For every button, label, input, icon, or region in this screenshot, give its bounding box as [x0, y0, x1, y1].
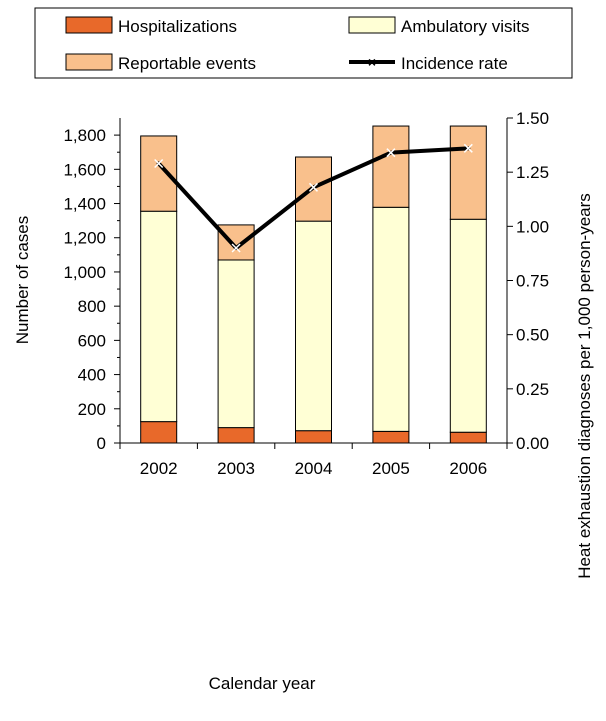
legend-marker-incidence-rate: ×	[368, 54, 376, 70]
bar-reportable-events-2005	[372, 125, 410, 208]
x-tick-label: 2003	[217, 459, 255, 478]
bar-ambulatory-visits-2002	[140, 210, 178, 423]
incidence-point-2002	[154, 158, 164, 169]
y-tick-label: 1,800	[63, 126, 106, 145]
legend-label-reportable-events: Reportable events	[118, 54, 256, 73]
ticks-layer: 0 200 400 600 800 1,000 1,200 1,400 1,600 1,800 0.…	[63, 109, 549, 478]
legend-label-hospitalizations: Hospitalizations	[118, 17, 237, 36]
incidence-point-2003	[231, 243, 241, 253]
incidence-point-2006	[463, 143, 473, 153]
incidence-point-2004	[308, 182, 319, 192]
y2-tick-label: 1.50	[516, 109, 549, 128]
bar-ambulatory-visits-2005	[372, 206, 410, 432]
y-axis-title: Number of cases	[13, 216, 32, 345]
y-tick-label: 1,200	[63, 229, 106, 248]
legend-swatch-reportable-events	[65, 53, 113, 71]
bar-reportable-events-2006	[449, 125, 487, 220]
y-tick-label: 1,400	[63, 195, 106, 214]
legend-swatch-hospitalizations	[65, 16, 113, 34]
y2-tick-label: 0.75	[516, 272, 549, 291]
legend: Hospitalizations Ambulatory visits Repor…	[34, 7, 573, 79]
y2-tick-label: 1.25	[516, 163, 549, 182]
x-tick-label: 2005	[372, 459, 410, 478]
legend-swatch-ambulatory-visits	[348, 16, 396, 34]
y-tick-label: 200	[78, 400, 106, 419]
line-layer	[154, 143, 473, 253]
bar-reportable-events-2002	[140, 135, 178, 212]
bars-layer	[140, 125, 487, 444]
bar-ambulatory-visits-2003	[217, 259, 255, 429]
y2-axis-title: Heat exhaustion diagnoses per 1,000 pers…	[575, 193, 594, 579]
x-axis-title: Calendar year	[209, 674, 316, 693]
legend-frame	[34, 7, 573, 79]
y-tick-label: 1,600	[63, 160, 106, 179]
legend-label-incidence-rate: Incidence rate	[401, 54, 508, 73]
bar-hospitalizations-2002	[140, 421, 178, 444]
x-tick-label: 2006	[449, 459, 487, 478]
bar-hospitalizations-2005	[372, 430, 410, 444]
bar-hospitalizations-2004	[295, 430, 332, 444]
y2-tick-label: 0.50	[516, 326, 549, 345]
bar-hospitalizations-2003	[217, 427, 255, 444]
y-tick-label: 1,000	[63, 263, 106, 282]
bar-ambulatory-visits-2004	[295, 220, 332, 432]
legend-label-ambulatory-visits: Ambulatory visits	[401, 17, 529, 36]
bar-ambulatory-visits-2006	[449, 218, 487, 433]
y-tick-label: 0	[97, 434, 106, 453]
y2-tick-label: 0.00	[516, 434, 549, 453]
y-tick-label: 800	[78, 297, 106, 316]
x-tick-label: 2004	[295, 459, 333, 478]
x-tick-label: 2002	[140, 459, 178, 478]
y-tick-label: 600	[78, 331, 106, 350]
bar-hospitalizations-2006	[449, 431, 487, 444]
y2-tick-label: 1.00	[516, 217, 549, 236]
incidence-point-2005	[386, 148, 396, 158]
y-tick-label: 400	[78, 366, 106, 385]
bar-reportable-events-2003	[217, 224, 255, 261]
y2-tick-label: 0.25	[516, 380, 549, 399]
